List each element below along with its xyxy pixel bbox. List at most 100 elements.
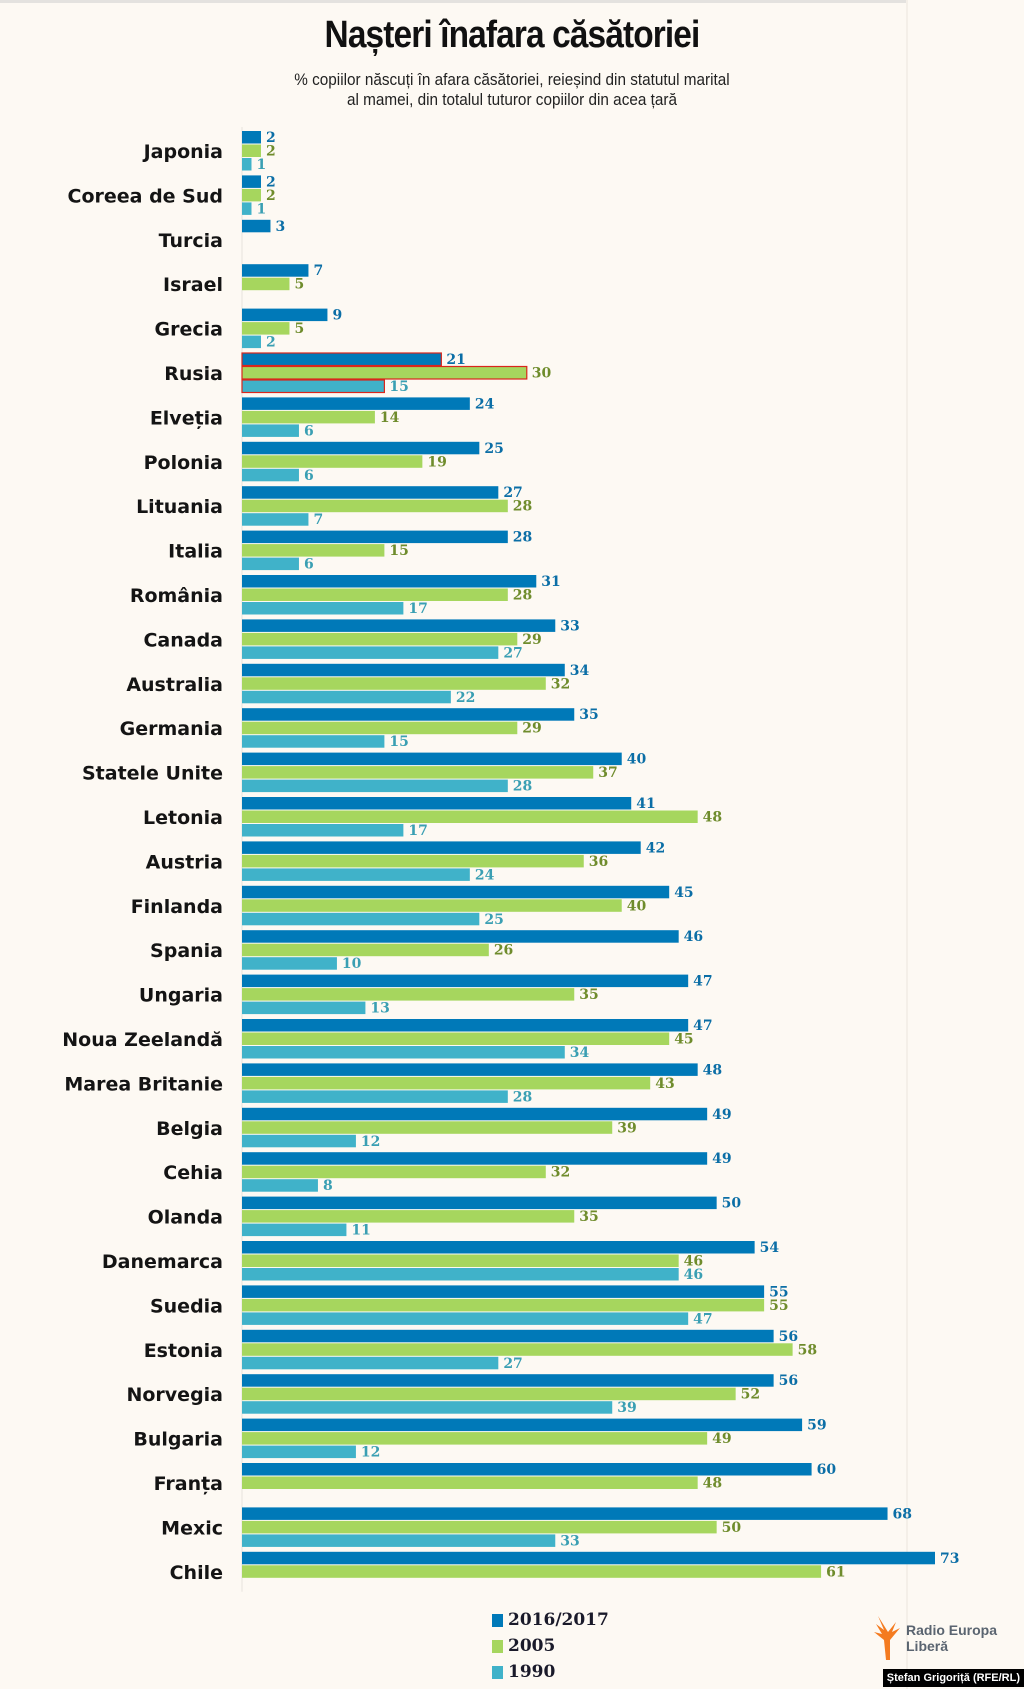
data-label: 42 (646, 840, 665, 856)
torch-icon (874, 1616, 900, 1660)
data-label: 40 (627, 898, 647, 914)
data-label: 25 (484, 441, 503, 457)
legend-label: 2005 (508, 1636, 556, 1656)
data-label: 45 (674, 885, 693, 901)
bar-2005 (242, 1565, 822, 1578)
category-label: Belgia (156, 1118, 223, 1140)
data-label: 6 (304, 423, 314, 439)
category-label: Danemarca (102, 1251, 223, 1273)
legend-swatch (492, 1639, 503, 1653)
data-label: 46 (684, 1267, 703, 1283)
category-label: Ungaria (139, 985, 223, 1007)
data-label: 29 (522, 721, 541, 737)
bar-2016-2017 (242, 175, 261, 188)
data-label: 6 (304, 557, 314, 573)
bar-1990 (242, 513, 309, 526)
bar-2005 (242, 455, 423, 468)
bar-2016-2017 (242, 1418, 803, 1432)
data-label: 15 (389, 543, 408, 559)
bar-1990 (242, 646, 499, 659)
bar-1990 (242, 1268, 679, 1281)
bar-2005 (242, 1076, 651, 1090)
data-label: 55 (769, 1284, 788, 1300)
data-label: 46 (684, 1254, 703, 1270)
bar-2016-2017 (242, 1463, 812, 1476)
legend-label: 2016/2017 (508, 1610, 609, 1630)
data-label: 48 (703, 810, 722, 826)
category-label: Elveția (150, 407, 223, 429)
bar-2005 (242, 721, 518, 735)
bar-1990 (242, 1401, 613, 1414)
category-label: Germania (120, 718, 223, 740)
bar-1990 (242, 602, 404, 615)
bar-2016-2017 (242, 1329, 774, 1343)
bar-1990 (242, 1223, 347, 1237)
chart-title: Nașteri înafara căsătoriei (324, 14, 701, 56)
data-label: 12 (361, 1445, 380, 1461)
bar-2016-2017 (242, 308, 328, 322)
data-label: 54 (760, 1240, 780, 1256)
legend-swatch (492, 1613, 503, 1627)
data-label: 28 (513, 530, 532, 546)
bar-2016-2017 (242, 219, 271, 233)
data-label: 15 (389, 379, 408, 395)
data-label: 10 (342, 956, 362, 972)
bar-2005 (242, 322, 290, 335)
bar-1990 (242, 1090, 508, 1103)
bar-2005 (242, 1165, 546, 1179)
bar-2005 (242, 1298, 765, 1312)
bar-2016-2017 (242, 1063, 698, 1076)
legend-item-2005: 2005 (492, 1636, 555, 1656)
bar-2016-2017 (242, 752, 622, 766)
bar-2016-2017 (242, 1152, 708, 1165)
data-label: 26 (494, 943, 513, 959)
category-label: Norvegia (126, 1384, 223, 1406)
data-label: 30 (532, 366, 552, 382)
data-label: 52 (741, 1387, 760, 1403)
category-label: Israel (163, 274, 223, 296)
data-label: 47 (693, 974, 712, 990)
data-label: 11 (351, 1223, 370, 1239)
data-label: 37 (598, 765, 617, 781)
data-label: 5 (294, 321, 304, 337)
data-label: 49 (712, 1431, 731, 1447)
bar-2016-2017 (242, 974, 689, 988)
data-label: 28 (513, 779, 532, 795)
bar-2005 (242, 632, 518, 646)
bar-1990 (242, 779, 508, 793)
data-label: 25 (484, 912, 503, 928)
bar-1990 (242, 335, 261, 349)
data-label: 19 (427, 454, 446, 470)
bar-1990 (242, 957, 337, 970)
data-label: 12 (361, 1134, 380, 1150)
category-label: Estonia (144, 1340, 223, 1362)
data-label: 17 (408, 601, 427, 617)
bar-2016-2017 (242, 530, 508, 544)
category-label: Cehia (163, 1162, 223, 1184)
category-label: Noua Zeelandă (62, 1029, 223, 1051)
bar-2016-2017 (242, 131, 261, 144)
bar-2005 (242, 1254, 679, 1267)
data-label: 2 (266, 335, 276, 351)
data-label: 2 (266, 174, 276, 190)
legend-swatch (492, 1665, 503, 1679)
category-label: Grecia (155, 319, 223, 341)
bar-2016-2017 (242, 397, 470, 410)
bar-2016-2017 (242, 885, 670, 899)
bar-1990 (242, 868, 470, 881)
top-border (0, 0, 906, 3)
credit: Ștefan Grigoriță (RFE/RL) (882, 1669, 1024, 1687)
data-label: 55 (769, 1298, 788, 1314)
data-label: 39 (617, 1120, 636, 1136)
bar-2005 (242, 1343, 793, 1356)
legend-item-1990: 1990 (492, 1662, 555, 1682)
category-label: România (130, 585, 223, 607)
bar-2016-2017 (242, 797, 632, 810)
data-label: 56 (779, 1329, 798, 1345)
bar-2016-2017 (242, 486, 499, 499)
bar-2005 (242, 943, 489, 957)
bar-2005 (242, 1032, 670, 1045)
bar-2005 (242, 1432, 708, 1445)
category-label: Chile (170, 1562, 223, 1584)
data-label: 41 (636, 796, 655, 812)
